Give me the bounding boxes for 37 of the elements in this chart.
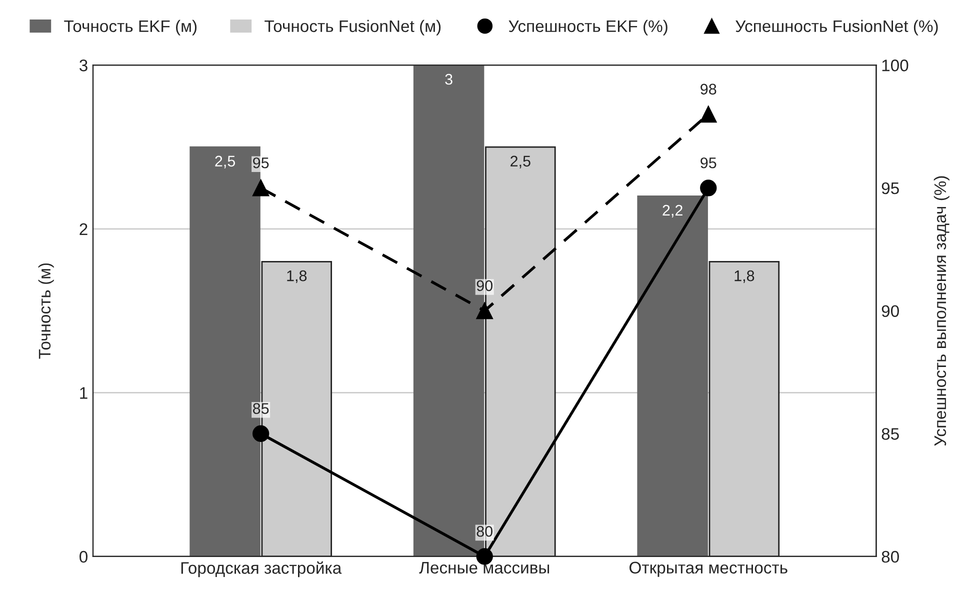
data-label: 95 xyxy=(700,157,716,168)
y-tick-label: 3 xyxy=(80,60,88,72)
y2-tick-label: 85 xyxy=(882,428,899,440)
data-label: 2,5 xyxy=(215,156,236,168)
y2-tick-label: 80 xyxy=(882,550,899,563)
data-label: 95 xyxy=(253,157,269,168)
data-label: 1,8 xyxy=(287,270,307,284)
x-tick-label: Городская застройка xyxy=(181,561,342,578)
data-label: 1,8 xyxy=(734,270,754,284)
data-label: 2,5 xyxy=(510,156,530,168)
y-tick-label: 2 xyxy=(80,223,88,235)
x-tick-label: Открытая местность xyxy=(630,562,788,577)
data-label: 85 xyxy=(253,403,269,414)
y2-axis-title: Успешность выполнения задач (%) xyxy=(934,176,950,446)
data-label: 98 xyxy=(700,84,716,95)
data-label: 80 xyxy=(476,526,493,537)
data-label: 90 xyxy=(476,280,493,292)
legend-label: Точность EKF (м) xyxy=(64,20,197,36)
point xyxy=(252,180,270,196)
data-label: 3 xyxy=(445,74,452,85)
point xyxy=(700,180,717,196)
point xyxy=(476,302,493,320)
point xyxy=(700,106,717,123)
y-axis-title: Точность (м) xyxy=(38,263,54,359)
bar xyxy=(637,195,708,556)
y2-tick-label: 95 xyxy=(882,182,899,194)
point xyxy=(476,548,493,565)
legend-label: Успешность EKF (%) xyxy=(508,20,668,36)
point xyxy=(252,425,270,442)
legend-label: Точность FusionNet (м) xyxy=(264,20,441,36)
y-tick-label: 1 xyxy=(80,387,88,399)
x-tick-label: Лесные массивы xyxy=(419,562,550,574)
y2-tick-label: 100 xyxy=(882,60,908,72)
y2-tick-label: 90 xyxy=(882,305,899,318)
data-label: 2,2 xyxy=(662,204,682,218)
legend-label: Успешность FusionNet (%) xyxy=(736,20,938,36)
y-tick-label: 0 xyxy=(80,550,88,563)
